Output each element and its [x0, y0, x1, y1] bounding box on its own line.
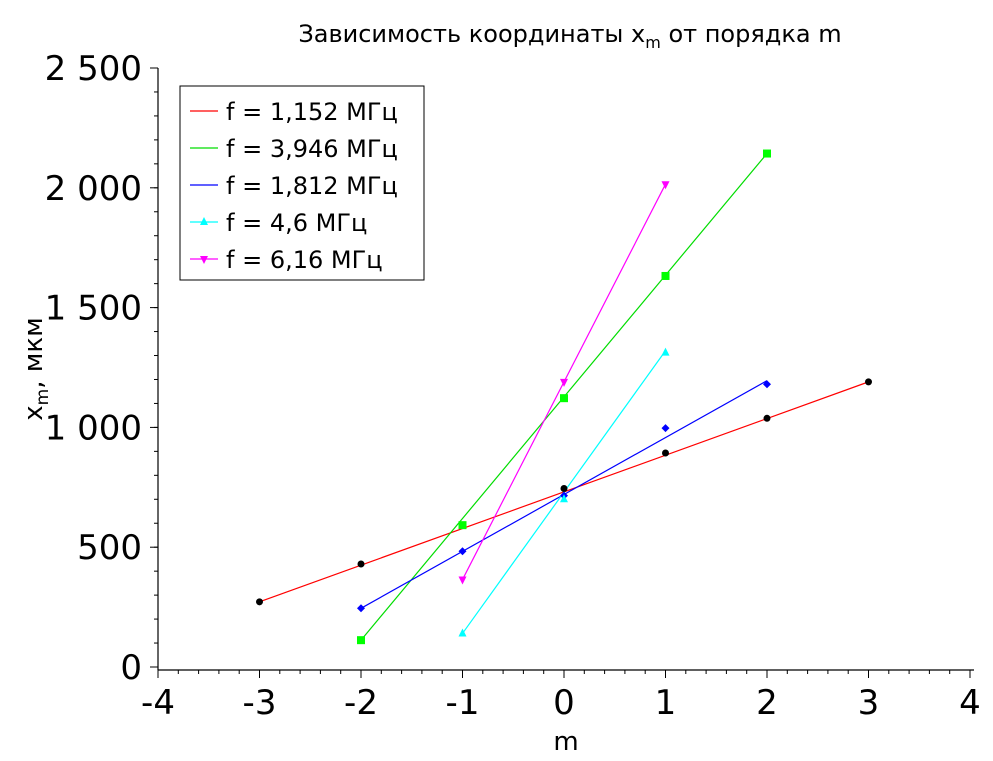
y-axis-label: xm, мкм	[19, 317, 53, 420]
data-point-series-3	[357, 604, 365, 613]
y-tick-label: 2 000	[45, 169, 142, 209]
x-tick-labels: -4 -3 -2 -1 0 1 2 3 4	[141, 683, 981, 723]
data-point-series-4	[458, 628, 467, 637]
data-point-series-4	[560, 494, 568, 503]
y-axis-label-rest: , мкм	[19, 317, 49, 388]
chart-title: Зависимость координаты xm от порядка m	[298, 20, 841, 52]
series-markers	[256, 149, 872, 645]
data-point-series-1	[357, 560, 365, 568]
data-point-series-5	[458, 576, 467, 585]
data-point-series-1	[763, 414, 771, 422]
x-axis-label: m	[553, 727, 578, 757]
chart-title-rest: от порядка m	[661, 20, 842, 48]
x-tick-label: 0	[553, 683, 575, 723]
data-point-series-1	[560, 484, 568, 492]
legend-swatch-marker	[200, 217, 208, 225]
legend-entry-label: f = 1,812 МГц	[226, 172, 398, 200]
data-point-series-2	[458, 521, 467, 530]
y-tick-label: 1 000	[45, 408, 142, 448]
x-tick-label: 4	[959, 683, 981, 723]
data-point-series-5	[560, 378, 568, 387]
legend-entry-label: f = 4,6 МГц	[226, 209, 367, 237]
chart-title-main: Зависимость координаты x	[298, 20, 645, 48]
data-point-series-3	[763, 380, 771, 389]
chart-title-subscript: m	[645, 33, 661, 52]
x-tick-label: 2	[756, 683, 778, 723]
legend-box	[179, 85, 425, 281]
y-axis-label-subscript: m	[33, 389, 53, 406]
x-tick-label: 3	[858, 683, 880, 723]
tick-marks	[150, 67, 971, 678]
data-point-series-2	[661, 271, 670, 280]
legend-entry-label: f = 6,16 МГц	[226, 246, 383, 274]
data-point-series-1	[256, 598, 263, 606]
y-tick-label: 0	[120, 648, 142, 688]
data-point-series-1	[865, 378, 872, 386]
x-tick-label: 1	[655, 683, 677, 723]
data-point-series-5	[661, 181, 670, 190]
legend-swatch-marker	[200, 256, 208, 264]
x-tick-label: -1	[446, 683, 480, 723]
data-point-series-1	[662, 449, 669, 457]
y-tick-label: 2 500	[45, 49, 142, 89]
data-point-series-2	[357, 636, 365, 645]
data-point-series-2	[560, 394, 568, 403]
y-axis-label-main: x	[19, 405, 49, 420]
y-tick-label: 1 500	[45, 289, 142, 329]
axes	[157, 68, 974, 671]
x-tick-label: -3	[243, 683, 277, 723]
x-tick-label: -4	[141, 683, 175, 723]
data-point-series-3	[661, 424, 670, 433]
legend: f = 1,152 МГц f = 3,946 МГц f = 1,812 МГц f…	[179, 85, 425, 281]
data-point-series-4	[661, 347, 670, 356]
data-point-series-3	[458, 547, 467, 556]
data-point-series-2	[763, 149, 771, 158]
y-tick-label: 500	[77, 528, 142, 568]
legend-entry-label: f = 3,946 МГц	[226, 135, 398, 163]
x-tick-label: -2	[344, 683, 378, 723]
y-tick-labels: 0 500 1 000 1 500 2 000 2 500	[45, 49, 142, 688]
legend-entry-label: f = 1,152 МГц	[226, 98, 398, 126]
